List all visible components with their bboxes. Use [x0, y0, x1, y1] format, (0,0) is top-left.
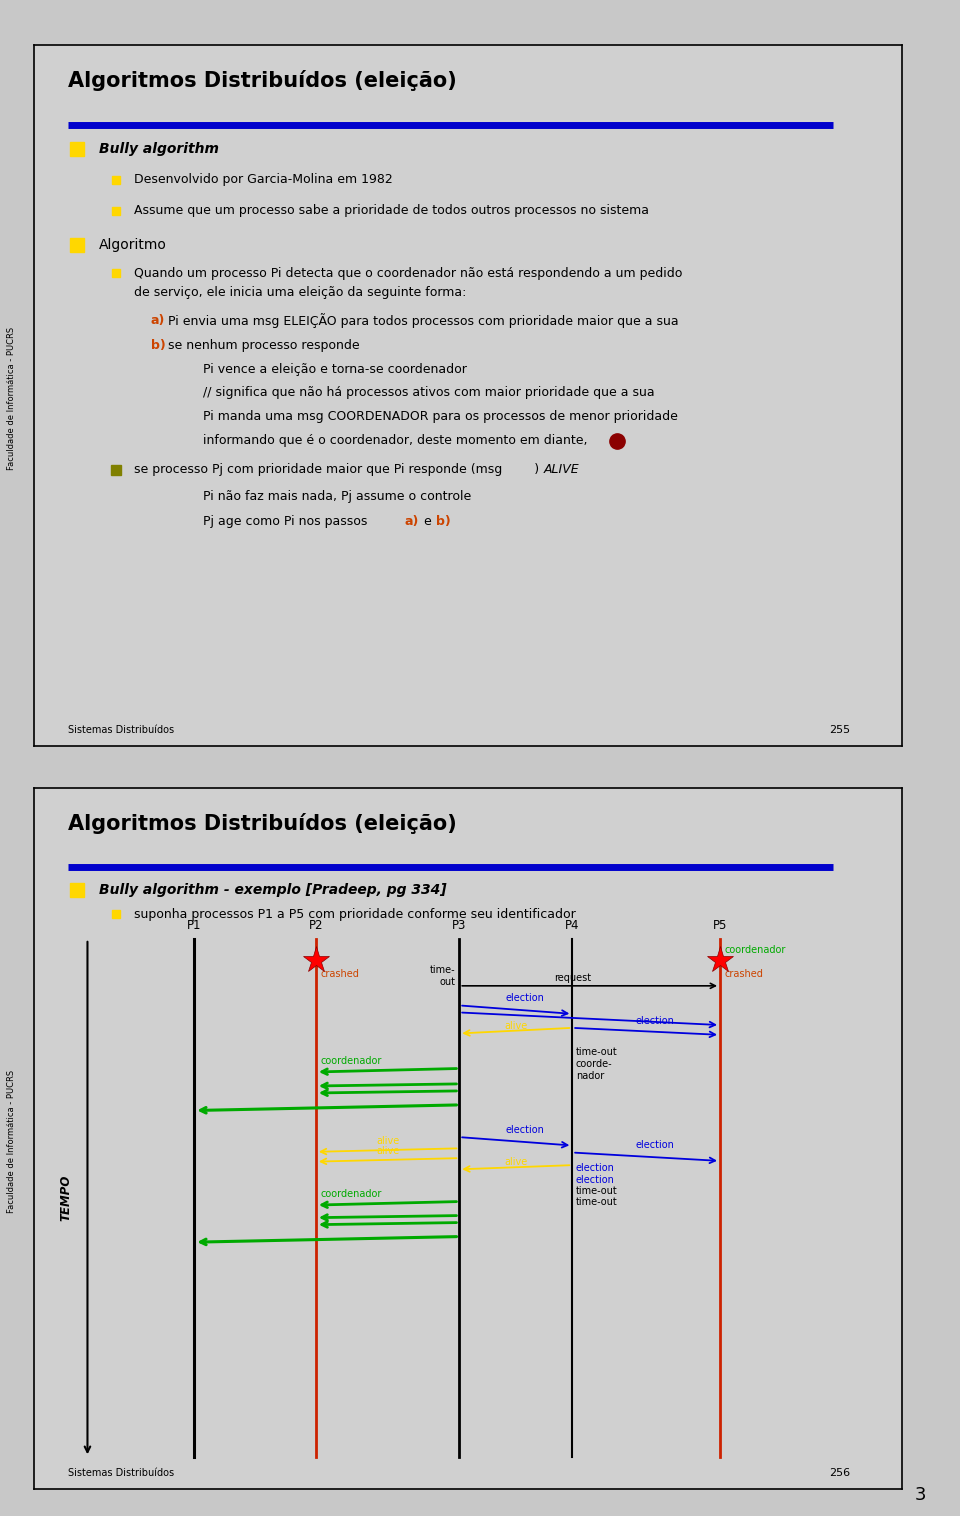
Text: Sistemas Distribuídos: Sistemas Distribuídos — [68, 1469, 175, 1478]
Text: election: election — [636, 1016, 674, 1026]
Text: coorde-: coorde- — [576, 1060, 612, 1069]
Text: Pi vence a eleição e torna-se coordenador: Pi vence a eleição e torna-se coordenado… — [203, 362, 467, 376]
Text: coordenador: coordenador — [321, 1055, 382, 1066]
Text: Faculdade de Informática - PUCRS: Faculdade de Informática - PUCRS — [7, 1070, 16, 1213]
Text: election: election — [505, 993, 544, 1004]
Text: Quando um processo Pi detecta que o coordenador não está respondendo a um pedido: Quando um processo Pi detecta que o coor… — [133, 267, 682, 279]
Text: se processo Pj com prioridade maior que Pi responde (msg        ): se processo Pj com prioridade maior que … — [133, 464, 539, 476]
Text: time-: time- — [430, 964, 456, 975]
Text: Assume que um processo sabe a prioridade de todos outros processos no sistema: Assume que um processo sabe a prioridade… — [133, 205, 649, 217]
Text: crashed: crashed — [724, 969, 763, 979]
Text: Algoritmos Distribuídos (eleição): Algoritmos Distribuídos (eleição) — [68, 70, 457, 91]
Text: P3: P3 — [452, 919, 467, 932]
Text: b): b) — [436, 515, 450, 528]
Text: Algoritmo: Algoritmo — [99, 238, 167, 252]
Text: time-out: time-out — [576, 1198, 617, 1207]
Text: Bully algorithm: Bully algorithm — [99, 143, 219, 156]
Text: alive: alive — [376, 1146, 399, 1157]
Text: Pi envia uma msg ELEIÇÃO para todos processos com prioridade maior que a sua: Pi envia uma msg ELEIÇÃO para todos proc… — [168, 312, 679, 327]
Text: 255: 255 — [829, 726, 851, 735]
Text: P4: P4 — [565, 919, 580, 932]
Text: coordenador: coordenador — [321, 1189, 382, 1199]
Text: se nenhum processo responde: se nenhum processo responde — [168, 338, 360, 352]
Text: Bully algorithm - exemplo [Pradeep, pg 334]: Bully algorithm - exemplo [Pradeep, pg 3… — [99, 882, 446, 897]
Text: a): a) — [404, 515, 419, 528]
Text: informando que é o coordenador, deste momento em diante,: informando que é o coordenador, deste mo… — [203, 434, 588, 447]
Text: suponha processos P1 a P5 com prioridade conforme seu identificador: suponha processos P1 a P5 com prioridade… — [133, 908, 575, 920]
Text: Pj age como Pi nos passos: Pj age como Pi nos passos — [203, 515, 372, 528]
Text: Pi manda uma msg COORDENADOR para os processos de menor prioridade: Pi manda uma msg COORDENADOR para os pro… — [203, 411, 678, 423]
Text: Desenvolvido por Garcia-Molina em 1982: Desenvolvido por Garcia-Molina em 1982 — [133, 173, 393, 186]
Text: Sistemas Distribuídos: Sistemas Distribuídos — [68, 726, 175, 735]
Text: TEMPO: TEMPO — [60, 1175, 72, 1222]
Text: b): b) — [151, 338, 166, 352]
Text: e: e — [420, 515, 436, 528]
Text: election: election — [505, 1125, 544, 1135]
Text: election: election — [576, 1175, 614, 1186]
Text: 256: 256 — [829, 1469, 851, 1478]
Text: request: request — [554, 973, 590, 982]
Text: a): a) — [151, 314, 165, 326]
Text: time-out: time-out — [576, 1186, 617, 1196]
Text: alive: alive — [504, 1157, 527, 1167]
Text: alive: alive — [504, 1022, 527, 1031]
Text: P5: P5 — [712, 919, 727, 932]
Text: Faculdade de Informática - PUCRS: Faculdade de Informática - PUCRS — [7, 327, 16, 470]
Text: election: election — [576, 1163, 614, 1173]
Text: time-out: time-out — [576, 1048, 617, 1058]
Text: coordenador: coordenador — [724, 944, 785, 955]
Text: de serviço, ele inicia uma eleição da seguinte forma:: de serviço, ele inicia uma eleição da se… — [133, 285, 466, 299]
Text: crashed: crashed — [321, 969, 359, 979]
Text: Pi não faz mais nada, Pj assume o controle: Pi não faz mais nada, Pj assume o contro… — [203, 490, 471, 503]
Text: P2: P2 — [309, 919, 324, 932]
Text: alive: alive — [376, 1135, 399, 1146]
Text: P1: P1 — [187, 919, 202, 932]
Text: nador: nador — [576, 1070, 604, 1081]
Text: ALIVE: ALIVE — [543, 464, 579, 476]
Text: Algoritmos Distribuídos (eleição): Algoritmos Distribuídos (eleição) — [68, 813, 457, 834]
Text: 3: 3 — [915, 1486, 926, 1504]
Text: // significa que não há processos ativos com maior prioridade que a sua: // significa que não há processos ativos… — [203, 387, 655, 399]
Text: out: out — [440, 978, 456, 987]
Text: election: election — [636, 1140, 674, 1151]
